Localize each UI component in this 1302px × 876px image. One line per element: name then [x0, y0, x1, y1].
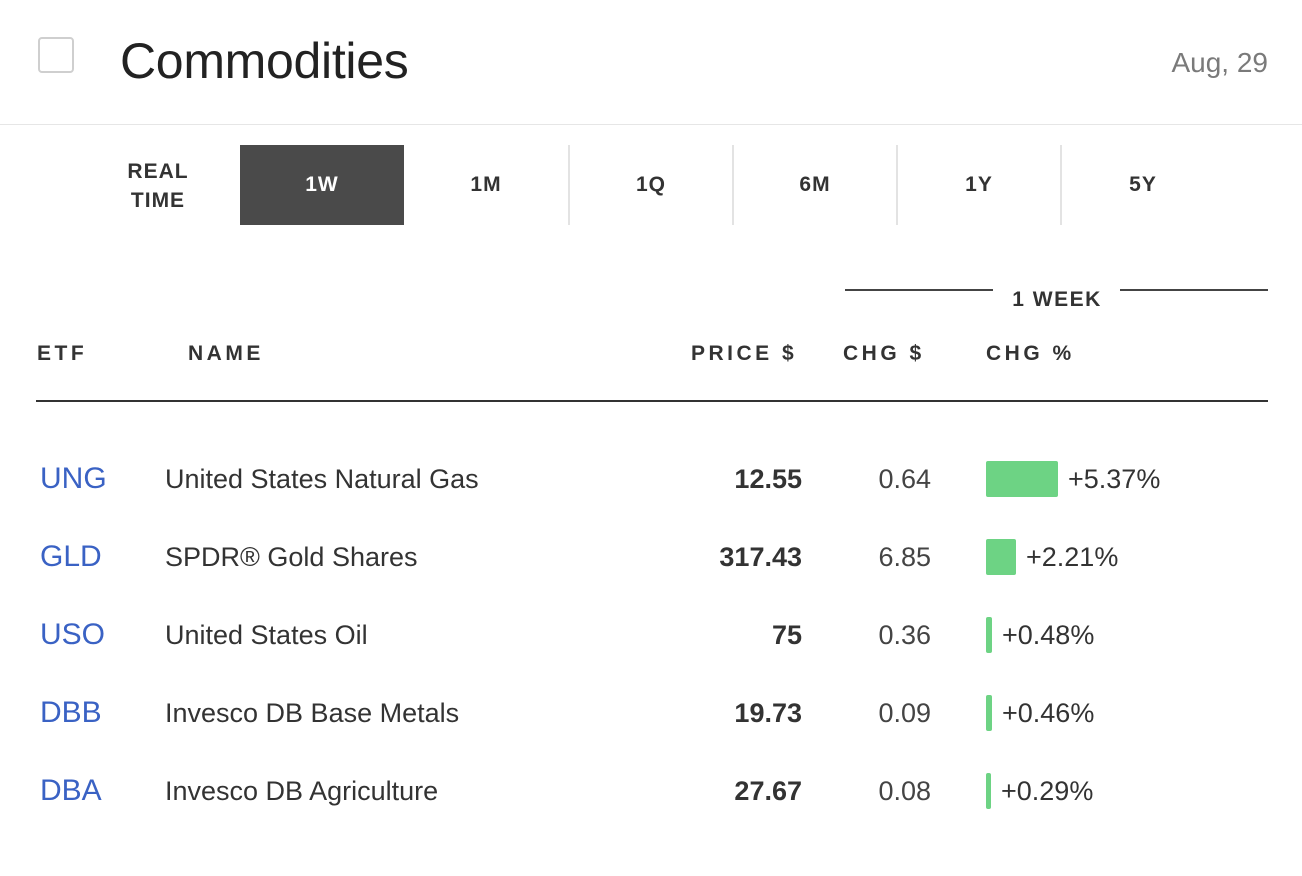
change-pct-cell: +0.48%: [986, 596, 1094, 674]
page-title: Commodities: [120, 33, 409, 89]
etf-name: Invesco DB Base Metals: [165, 698, 460, 728]
change-pct-bar: [986, 539, 1016, 575]
change-pct-cell: +0.29%: [986, 752, 1093, 830]
etf-name: Invesco DB Agriculture: [165, 776, 439, 806]
col-header-etf: ETF: [37, 342, 88, 365]
change-pct-bar: [986, 461, 1058, 497]
price-value: 19.73: [734, 698, 802, 728]
page-header: Commodities Aug, 29: [0, 0, 1302, 125]
col-header-chg-pct: CHG %: [986, 342, 1075, 365]
col-header-chg: CHG $: [843, 342, 925, 365]
etf-name: United States Oil: [165, 620, 368, 650]
tab-1w-label: 1W: [305, 173, 339, 196]
period-tabs: REAL TIME 1W 1M 1Q 6M 1Y 5Y: [76, 145, 1224, 225]
price-value: 27.67: [734, 776, 802, 806]
group-label: 1 WEEK: [1012, 288, 1102, 311]
group-rule-left: [845, 289, 993, 291]
tab-1m[interactable]: 1M: [404, 145, 568, 225]
etf-name: SPDR® Gold Shares: [165, 542, 418, 572]
tab-real-time[interactable]: REAL TIME: [76, 145, 240, 225]
change-value: 0.36: [878, 620, 931, 650]
table-row: UNG United States Natural Gas 12.55 0.64…: [0, 440, 1302, 518]
etf-ticker-link[interactable]: UNG: [40, 462, 107, 495]
change-pct-value: +0.46%: [1002, 698, 1095, 728]
tab-6m[interactable]: 6M: [732, 145, 896, 225]
header-divider: [36, 400, 1268, 402]
etf-name: United States Natural Gas: [165, 464, 479, 494]
tab-1q[interactable]: 1Q: [568, 145, 732, 225]
change-value: 0.09: [878, 698, 931, 728]
change-pct-bar: [986, 695, 992, 731]
etf-ticker-link[interactable]: USO: [40, 618, 106, 651]
tab-1w[interactable]: 1W: [240, 145, 404, 225]
change-pct-value: +2.21%: [1026, 542, 1119, 572]
col-header-name: NAME: [188, 342, 264, 365]
change-value: 0.64: [878, 464, 931, 494]
change-pct-value: +0.29%: [1001, 776, 1094, 806]
change-pct-cell: +2.21%: [986, 518, 1118, 596]
table-row: USO United States Oil 75 0.36 +0.48%: [0, 596, 1302, 674]
etf-ticker-link[interactable]: DBA: [40, 774, 102, 807]
tab-1m-label: 1M: [470, 173, 502, 196]
tab-1y[interactable]: 1Y: [896, 145, 1060, 225]
group-rule-right: [1120, 289, 1268, 291]
change-pct-bar: [986, 773, 991, 809]
select-checkbox[interactable]: [38, 37, 74, 73]
tab-6m-label: 6M: [799, 173, 831, 196]
etf-ticker-link[interactable]: DBB: [40, 696, 102, 729]
tab-1y-label: 1Y: [965, 173, 993, 196]
table-row: GLD SPDR® Gold Shares 317.43 6.85 +2.21%: [0, 518, 1302, 596]
tab-1q-label: 1Q: [635, 173, 666, 196]
tab-real-time-label: REAL TIME: [127, 160, 189, 212]
change-value: 0.08: [878, 776, 931, 806]
date-label: Aug, 29: [1171, 47, 1268, 78]
change-pct-cell: +0.46%: [986, 674, 1094, 752]
price-value: 75: [771, 620, 802, 650]
table-row: DBA Invesco DB Agriculture 27.67 0.08 +0…: [0, 752, 1302, 830]
change-value: 6.85: [878, 542, 931, 572]
tab-5y-label: 5Y: [1129, 173, 1157, 196]
price-value: 317.43: [719, 542, 802, 572]
change-pct-bar: [986, 617, 992, 653]
change-pct-value: +5.37%: [1068, 464, 1161, 494]
table-row: DBB Invesco DB Base Metals 19.73 0.09 +0…: [0, 674, 1302, 752]
change-pct-value: +0.48%: [1002, 620, 1095, 650]
col-header-price: PRICE $: [691, 342, 798, 365]
price-value: 12.55: [734, 464, 802, 494]
change-pct-cell: +5.37%: [986, 440, 1160, 518]
tab-5y[interactable]: 5Y: [1060, 145, 1224, 225]
etf-ticker-link[interactable]: GLD: [40, 540, 102, 573]
